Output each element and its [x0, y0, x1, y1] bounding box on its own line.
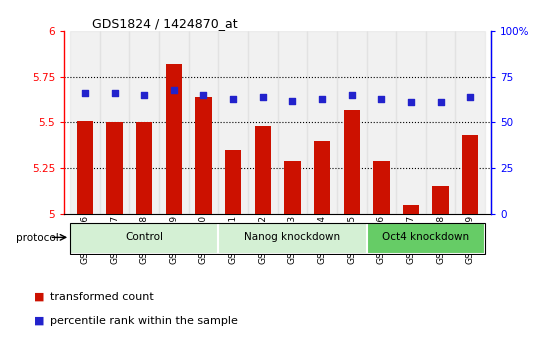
Text: Control: Control	[125, 233, 163, 242]
Bar	[462, 135, 478, 214]
Bar	[337, 31, 367, 214]
Bar	[159, 31, 189, 214]
Point	[436, 100, 445, 105]
Point	[229, 96, 238, 101]
Point	[347, 92, 356, 98]
Bar	[225, 150, 241, 214]
Point	[170, 87, 179, 92]
Bar	[189, 31, 218, 214]
Bar	[195, 97, 211, 214]
Point	[318, 96, 326, 101]
Bar	[314, 141, 330, 214]
Bar	[432, 186, 449, 214]
Point	[80, 90, 89, 96]
Bar	[278, 31, 307, 214]
Bar	[136, 122, 152, 214]
Bar	[284, 161, 301, 214]
Point	[110, 90, 119, 96]
Bar	[373, 161, 389, 214]
Point	[199, 92, 208, 98]
Bar	[77, 121, 93, 214]
Text: GDS1824 / 1424870_at: GDS1824 / 1424870_at	[92, 17, 238, 30]
Text: ■: ■	[34, 292, 44, 302]
FancyBboxPatch shape	[70, 223, 218, 254]
Bar	[455, 31, 485, 214]
Bar	[367, 31, 396, 214]
Bar	[129, 31, 159, 214]
Text: Oct4 knockdown: Oct4 knockdown	[382, 233, 469, 242]
Point	[288, 98, 297, 103]
FancyBboxPatch shape	[218, 223, 367, 254]
Bar	[70, 31, 100, 214]
Text: protocol: protocol	[16, 233, 59, 243]
Text: Nanog knockdown: Nanog knockdown	[244, 233, 340, 242]
Text: ■: ■	[34, 316, 44, 326]
Bar	[344, 110, 360, 214]
Bar	[307, 31, 337, 214]
Bar	[166, 64, 182, 214]
Bar	[254, 126, 271, 214]
Bar	[218, 31, 248, 214]
Bar	[107, 122, 123, 214]
Bar	[248, 31, 278, 214]
Bar	[100, 31, 129, 214]
Text: percentile rank within the sample: percentile rank within the sample	[50, 316, 238, 326]
Point	[407, 100, 416, 105]
Bar	[396, 31, 426, 214]
Text: transformed count: transformed count	[50, 292, 154, 302]
Bar	[426, 31, 455, 214]
Point	[140, 92, 148, 98]
Bar	[403, 205, 419, 214]
Point	[466, 94, 475, 100]
Point	[258, 94, 267, 100]
FancyBboxPatch shape	[367, 223, 485, 254]
Point	[377, 96, 386, 101]
